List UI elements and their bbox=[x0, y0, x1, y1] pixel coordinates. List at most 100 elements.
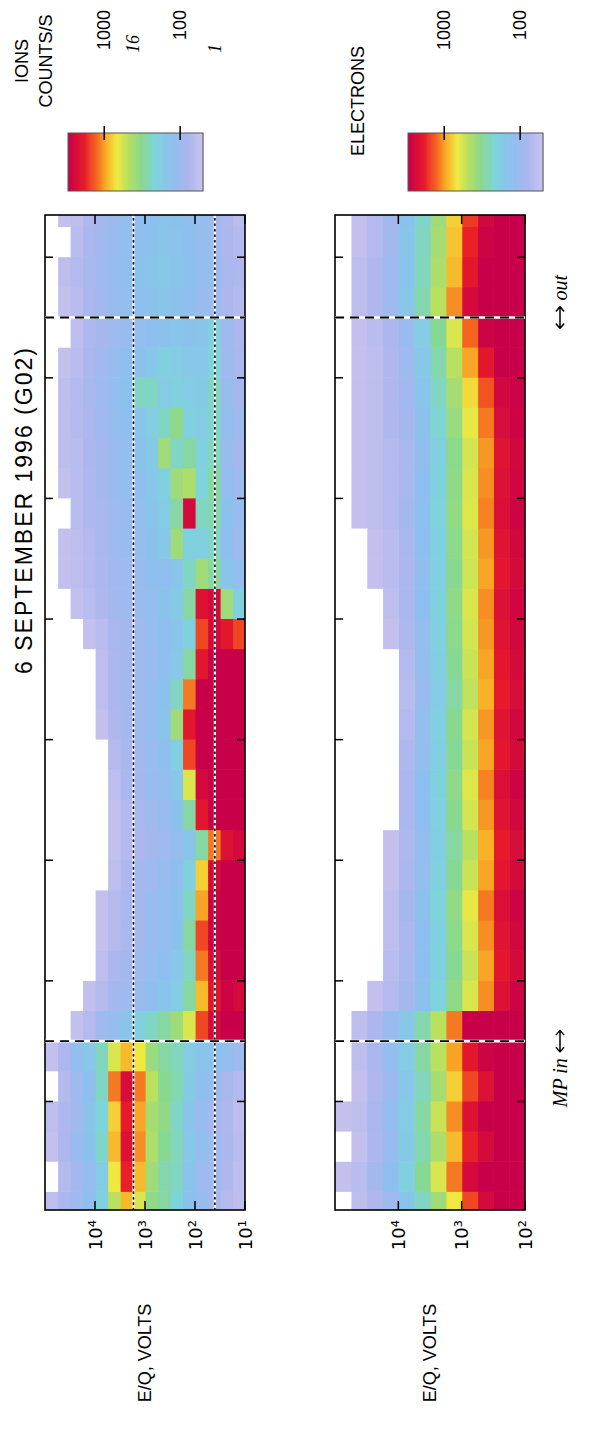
colorbar bbox=[408, 126, 544, 191]
boundary-line bbox=[45, 1040, 245, 1042]
y-tick bbox=[461, 215, 463, 224]
cell bbox=[220, 920, 233, 951]
cell bbox=[478, 950, 494, 981]
cell bbox=[509, 920, 525, 951]
cell bbox=[170, 769, 183, 800]
cell bbox=[478, 739, 494, 770]
cell bbox=[182, 257, 195, 288]
cell bbox=[462, 1071, 478, 1102]
cell bbox=[462, 317, 478, 348]
cell bbox=[335, 679, 351, 710]
cell bbox=[195, 498, 208, 529]
cell bbox=[70, 588, 83, 619]
cell bbox=[430, 588, 446, 619]
cell bbox=[478, 438, 494, 469]
cell bbox=[195, 769, 208, 800]
cell bbox=[232, 799, 245, 830]
cell bbox=[493, 347, 509, 378]
cell bbox=[82, 980, 95, 1011]
cell bbox=[509, 1101, 525, 1132]
cell bbox=[430, 226, 446, 257]
cell bbox=[195, 649, 208, 680]
cell bbox=[367, 1161, 383, 1192]
cell bbox=[462, 679, 478, 710]
y-tick-label: 10⁴ bbox=[85, 1220, 106, 1250]
cell bbox=[430, 1101, 446, 1132]
cell bbox=[351, 1071, 367, 1102]
cell bbox=[446, 980, 462, 1011]
cell bbox=[351, 618, 367, 649]
y-tick bbox=[524, 1201, 526, 1210]
cell bbox=[120, 558, 133, 589]
cell bbox=[232, 1161, 245, 1192]
cell bbox=[351, 468, 367, 499]
cell bbox=[478, 588, 494, 619]
cell bbox=[120, 950, 133, 981]
y-tick bbox=[524, 215, 526, 224]
cell bbox=[382, 1071, 398, 1102]
cell bbox=[414, 287, 430, 318]
cell bbox=[414, 709, 430, 740]
cell bbox=[382, 950, 398, 981]
cell bbox=[414, 1071, 430, 1102]
colorbar-frame bbox=[408, 133, 543, 191]
cell bbox=[108, 649, 121, 680]
cell bbox=[398, 1071, 414, 1102]
cell bbox=[95, 618, 108, 649]
reference-line-ground bbox=[132, 215, 134, 1210]
cell bbox=[351, 528, 367, 559]
cell bbox=[58, 347, 71, 378]
cell bbox=[382, 649, 398, 680]
cell bbox=[220, 1010, 233, 1041]
cell bbox=[158, 920, 171, 951]
cell bbox=[182, 558, 195, 589]
cell bbox=[232, 407, 245, 438]
cell bbox=[367, 950, 383, 981]
cell bbox=[478, 558, 494, 589]
cell bbox=[509, 980, 525, 1011]
x-tick bbox=[335, 739, 343, 741]
cell bbox=[95, 528, 108, 559]
cell bbox=[170, 377, 183, 408]
cell bbox=[462, 438, 478, 469]
cell bbox=[45, 890, 58, 921]
cell bbox=[220, 558, 233, 589]
cell bbox=[493, 1161, 509, 1192]
cell bbox=[509, 739, 525, 770]
x-tick bbox=[237, 1101, 245, 1103]
cell bbox=[232, 1101, 245, 1132]
cell bbox=[509, 588, 525, 619]
cell bbox=[170, 1131, 183, 1162]
cell bbox=[82, 226, 95, 257]
cell bbox=[58, 769, 71, 800]
cell bbox=[493, 498, 509, 529]
cell bbox=[108, 1041, 121, 1072]
cell bbox=[195, 287, 208, 318]
cell bbox=[120, 618, 133, 649]
cell bbox=[170, 980, 183, 1011]
cell bbox=[170, 1191, 183, 1210]
cell bbox=[509, 1071, 525, 1102]
cell bbox=[82, 860, 95, 891]
cell bbox=[430, 829, 446, 860]
reference-line bbox=[133, 215, 135, 1210]
boundary-label: out bbox=[549, 275, 571, 301]
cell bbox=[182, 739, 195, 770]
cell bbox=[58, 829, 71, 860]
cell bbox=[335, 920, 351, 951]
cell bbox=[430, 618, 446, 649]
cell bbox=[145, 287, 158, 318]
cell bbox=[70, 860, 83, 891]
colorbar-title: IONS bbox=[12, 39, 32, 83]
cell bbox=[462, 498, 478, 529]
cell bbox=[430, 407, 446, 438]
cell bbox=[58, 1041, 71, 1072]
cell bbox=[398, 317, 414, 348]
cell bbox=[82, 739, 95, 770]
cell bbox=[335, 739, 351, 770]
cell bbox=[335, 317, 351, 348]
cell bbox=[45, 226, 58, 257]
cell bbox=[232, 950, 245, 981]
cell bbox=[95, 287, 108, 318]
cell bbox=[493, 1101, 509, 1132]
